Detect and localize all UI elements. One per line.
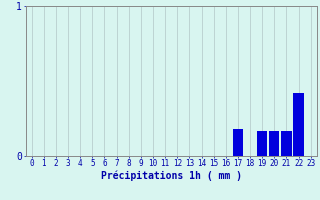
Bar (281, 130, 292, 156)
Bar (233, 129, 243, 156)
Bar (269, 130, 279, 156)
Bar (257, 130, 267, 156)
X-axis label: Précipitations 1h ( mm ): Précipitations 1h ( mm ) (101, 171, 242, 181)
Bar (293, 93, 304, 156)
